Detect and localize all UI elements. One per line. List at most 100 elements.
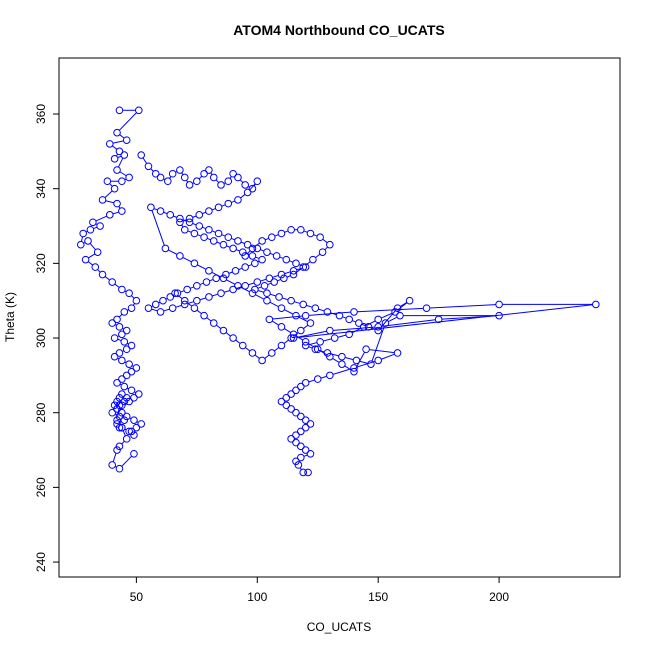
data-point [234, 281, 242, 290]
series-segment [236, 249, 240, 252]
data-point [79, 229, 87, 238]
data-point [287, 390, 295, 398]
series-segment [235, 339, 241, 344]
series-segment [97, 269, 101, 273]
data-point [292, 408, 300, 417]
data-point [125, 397, 133, 406]
data-point [205, 207, 213, 215]
data-point [352, 356, 361, 365]
data-point [120, 416, 129, 424]
series-segment [202, 211, 207, 215]
data-point [120, 337, 129, 346]
series-segment [151, 308, 158, 312]
data-point [113, 446, 121, 454]
series-segment [221, 234, 226, 237]
series-segment [226, 279, 236, 285]
data-point [127, 304, 136, 312]
data-point [282, 255, 291, 264]
data-point [313, 375, 322, 383]
data-point [238, 341, 247, 350]
data-point [125, 289, 133, 298]
data-point [105, 140, 114, 148]
series-segment [211, 230, 216, 233]
data-point [168, 169, 177, 178]
series-layer [76, 106, 600, 477]
series-segment [150, 168, 154, 172]
series-segment [198, 175, 203, 180]
series-segment [381, 312, 393, 319]
data-point [345, 315, 353, 324]
data-point [267, 349, 276, 357]
data-point [367, 360, 375, 368]
data-point [115, 464, 124, 473]
data-point [113, 420, 121, 428]
data-point [113, 315, 121, 324]
data-point [98, 196, 107, 204]
data-point [292, 386, 300, 395]
data-point [248, 184, 257, 193]
data-point [164, 177, 172, 186]
series-segment [93, 226, 98, 230]
data-point [200, 169, 208, 178]
data-point [161, 244, 170, 253]
data-point [132, 423, 141, 432]
data-point [241, 181, 249, 189]
data-point [434, 315, 443, 324]
data-point [115, 147, 124, 156]
data-point [326, 371, 334, 380]
data-point [113, 416, 121, 424]
data-point [306, 229, 315, 238]
series-segment [180, 290, 185, 293]
series-segment [119, 171, 127, 177]
data-point [335, 311, 344, 320]
data-point [173, 289, 182, 298]
series-segment [173, 215, 178, 218]
series-segment [323, 338, 332, 342]
series-segment [284, 271, 291, 275]
data-point [263, 248, 271, 256]
series-segment [190, 286, 194, 289]
series-segment [105, 200, 114, 204]
series-segment [199, 297, 206, 301]
series-segment [215, 179, 220, 183]
data-point [118, 390, 126, 398]
series-segment [282, 297, 289, 301]
data-point [316, 233, 324, 242]
data-point [301, 311, 310, 320]
series-segment [80, 236, 83, 242]
data-point [209, 173, 218, 182]
series-segment [114, 283, 120, 288]
data-point [113, 405, 121, 413]
series-segment [245, 347, 251, 352]
data-point [272, 252, 281, 260]
series-segment [196, 309, 202, 315]
data-point [234, 173, 242, 182]
data-point [103, 177, 112, 186]
series-segment [216, 241, 221, 244]
series-segment [315, 253, 321, 259]
series-segment [187, 301, 194, 304]
data-point [265, 315, 274, 324]
series-segment [182, 219, 187, 222]
series-segment [202, 226, 207, 230]
series-segment [279, 256, 284, 259]
data-point [105, 211, 114, 219]
data-point [113, 397, 121, 406]
series-segment [397, 302, 408, 311]
data-point [248, 289, 257, 298]
series-segment [255, 256, 260, 259]
data-point [282, 393, 291, 402]
series-segment [284, 230, 289, 233]
series-segment [366, 320, 376, 326]
series-segment [248, 264, 252, 267]
series-segment [284, 309, 294, 315]
series-segment [277, 279, 281, 282]
data-point [326, 352, 334, 361]
data-point [120, 397, 129, 406]
data-point [311, 345, 320, 354]
data-point [297, 427, 305, 436]
series-segment [352, 320, 356, 323]
data-point [118, 177, 126, 186]
data-point [209, 319, 218, 327]
data-point [113, 199, 121, 208]
